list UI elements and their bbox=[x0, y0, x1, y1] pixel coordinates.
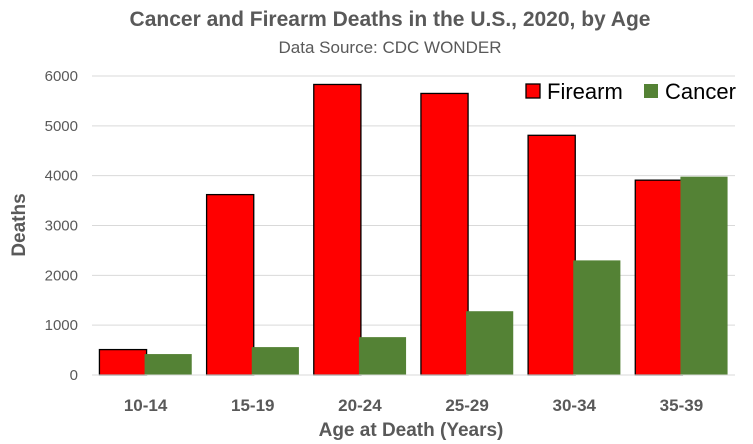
x-tick-label: 20-24 bbox=[338, 396, 382, 415]
x-tick-label: 30-34 bbox=[553, 396, 597, 415]
legend-swatch-firearm bbox=[525, 83, 541, 99]
y-axis-label: Deaths bbox=[9, 193, 30, 256]
x-tick-label: 25-29 bbox=[445, 396, 488, 415]
bar-firearm-15-19 bbox=[205, 193, 255, 376]
legend: Firearm Cancer bbox=[525, 79, 736, 104]
bar-firearm-20-24 bbox=[313, 83, 362, 376]
bar-cancer-25-29 bbox=[466, 311, 514, 375]
x-axis-label: Age at Death (Years) bbox=[319, 420, 504, 441]
chart-subtitle: Data Source: CDC WONDER bbox=[279, 38, 502, 57]
bar-firearm-35-39 bbox=[634, 179, 684, 376]
y-tick-label: 5000 bbox=[45, 118, 78, 135]
y-axis-ticks: 0 1000 2000 3000 4000 5000 6000 bbox=[45, 68, 78, 384]
bar-cancer-20-24 bbox=[358, 337, 407, 375]
legend-label-cancer: Cancer bbox=[665, 79, 736, 104]
bar-cancer-15-19 bbox=[251, 347, 299, 375]
y-tick-label: 2000 bbox=[45, 267, 78, 284]
x-tick-label: 15-19 bbox=[231, 396, 274, 415]
bars bbox=[98, 83, 728, 376]
legend-swatch-cancer bbox=[644, 84, 658, 98]
y-tick-label: 3000 bbox=[45, 218, 78, 235]
gridlines bbox=[92, 75, 735, 326]
legend-label-firearm: Firearm bbox=[547, 79, 623, 104]
y-tick-label: 1000 bbox=[45, 317, 78, 334]
bar-firearm-10-14 bbox=[98, 348, 148, 376]
bar-firearm-25-29 bbox=[420, 92, 469, 376]
y-tick-label: 4000 bbox=[45, 168, 78, 185]
chart-title: Cancer and Firearm Deaths in the U.S., 2… bbox=[130, 8, 651, 31]
y-tick-label: 6000 bbox=[45, 68, 78, 85]
bar-firearm-30-34 bbox=[527, 134, 576, 376]
y-tick-label: 0 bbox=[70, 367, 78, 384]
bar-cancer-35-39 bbox=[680, 176, 728, 375]
bar-cancer-30-34 bbox=[573, 260, 621, 375]
bar-cancer-10-14 bbox=[144, 354, 192, 375]
x-tick-label: 35-39 bbox=[660, 396, 703, 415]
x-axis-ticks: 10-14 15-19 20-24 25-29 30-34 35-39 bbox=[124, 396, 703, 415]
x-tick-label: 10-14 bbox=[124, 396, 168, 415]
